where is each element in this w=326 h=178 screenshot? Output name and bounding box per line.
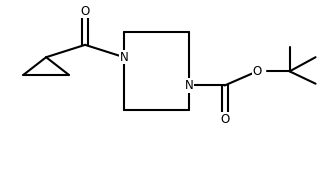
Text: N: N	[185, 79, 193, 92]
Text: O: O	[253, 65, 262, 78]
Text: O: O	[81, 5, 90, 18]
Text: N: N	[120, 51, 128, 64]
Text: O: O	[220, 112, 229, 125]
